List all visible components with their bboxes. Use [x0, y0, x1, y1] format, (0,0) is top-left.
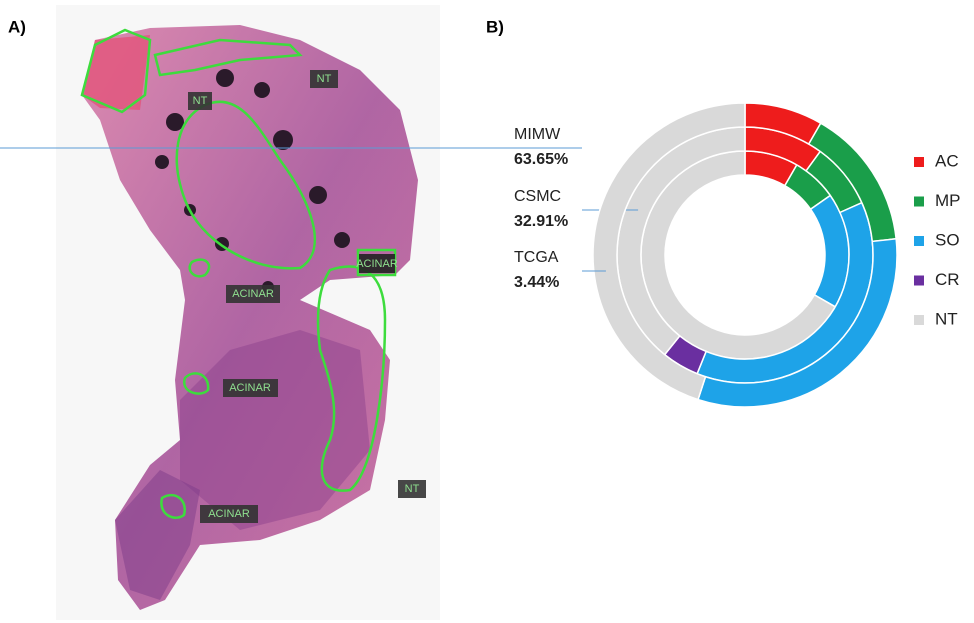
figure: A) B) NT NT AC [0, 0, 974, 623]
legend-swatch [914, 197, 924, 207]
legend-label: MP [935, 191, 961, 210]
legend-label: CR [935, 270, 960, 289]
legend-label: NT [935, 309, 958, 328]
legend-swatch [914, 157, 924, 167]
annotation-label: ACINAR [208, 508, 250, 520]
annotation-label: ACINAR [229, 382, 271, 394]
ring-share: 3.44% [514, 274, 559, 291]
legend-swatch [914, 315, 924, 325]
panel-label: A) [8, 17, 26, 36]
ring-name: CSMC [514, 188, 561, 205]
ring-name: TCGA [514, 249, 559, 266]
legend-label: SO [935, 230, 960, 249]
ring-share: 63.65% [514, 151, 568, 168]
ring-share: 32.91% [514, 213, 568, 230]
annotation-label: NT [405, 483, 420, 495]
figure-canvas: A) B) NT NT AC [0, 0, 974, 623]
legend-swatch [914, 236, 924, 246]
annotation-label: ACINAR [356, 258, 398, 270]
annotation-label: ACINAR [232, 288, 274, 300]
histology-image [56, 5, 440, 620]
legend-label: AC [935, 151, 959, 170]
ring-name: MIMW [514, 126, 561, 143]
panel-label: B) [486, 17, 504, 36]
annotation-label: NT [317, 73, 332, 85]
legend-swatch [914, 276, 924, 286]
annotation-label: NT [193, 95, 208, 107]
